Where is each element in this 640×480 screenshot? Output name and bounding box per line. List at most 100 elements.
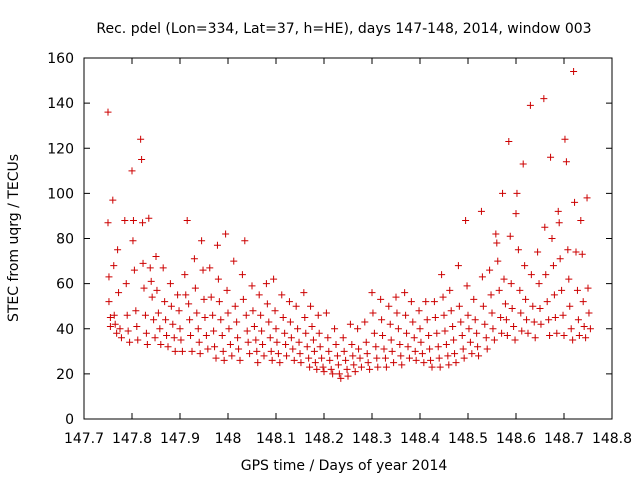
data-point (497, 313, 505, 321)
data-point (255, 291, 263, 299)
data-point (268, 356, 276, 364)
data-point (479, 302, 487, 310)
data-point (259, 341, 267, 349)
data-point (585, 309, 593, 317)
data-point (412, 356, 420, 364)
data-point (410, 334, 418, 342)
data-point (349, 352, 357, 360)
y-tick-labels: 0 20 40 60 80 100 120 140 160 (47, 51, 74, 428)
data-point (423, 316, 431, 324)
data-point (420, 359, 428, 367)
data-point (162, 316, 170, 324)
x-tick-label: 148 (215, 431, 242, 447)
data-point (355, 345, 363, 353)
data-point (524, 329, 532, 337)
data-point (388, 347, 396, 355)
data-point (522, 295, 530, 303)
data-point (296, 350, 304, 358)
data-point (444, 352, 452, 360)
data-point (438, 271, 446, 279)
data-point (272, 325, 280, 333)
data-point (248, 282, 256, 290)
data-point (141, 311, 149, 319)
data-point (104, 108, 112, 116)
x-axis-label: GPS time / Days of year 2014 (241, 458, 448, 474)
data-point (551, 313, 559, 321)
data-point (217, 316, 225, 324)
x-tick-label: 147.8 (112, 431, 152, 447)
data-point (573, 286, 581, 294)
data-point (580, 322, 588, 330)
data-point (267, 347, 275, 355)
data-point (403, 329, 411, 337)
data-point (550, 291, 558, 299)
data-point (534, 248, 542, 256)
data-point (547, 153, 555, 161)
data-point (518, 327, 526, 335)
data-point (210, 327, 218, 335)
data-point (130, 266, 138, 274)
data-point (449, 322, 457, 330)
data-point (506, 232, 514, 240)
data-point (124, 327, 132, 335)
data-point (157, 341, 165, 349)
data-point (241, 237, 249, 245)
data-point (211, 343, 219, 351)
data-point (190, 255, 198, 263)
data-point (134, 336, 142, 344)
data-point (181, 271, 189, 279)
data-point (265, 318, 273, 326)
data-point (301, 313, 309, 321)
plot-frame (83, 57, 613, 420)
data-point (148, 293, 156, 301)
data-point (243, 327, 251, 335)
data-point (111, 320, 119, 328)
data-point (305, 354, 313, 362)
data-point (300, 289, 308, 297)
data-point (364, 359, 372, 367)
data-point (220, 356, 228, 364)
data-point (145, 214, 153, 222)
data-point (401, 289, 409, 297)
data-point (559, 311, 567, 319)
data-point (514, 246, 522, 254)
y-tick-label: 140 (47, 96, 74, 112)
data-point (329, 370, 337, 378)
data-point (340, 347, 348, 355)
y-tick-label: 100 (47, 186, 74, 202)
data-point (174, 291, 182, 299)
data-point (110, 311, 118, 319)
data-point (570, 68, 578, 76)
data-point (366, 365, 374, 373)
data-point (380, 345, 388, 353)
data-point (553, 329, 561, 337)
data-point (273, 338, 281, 346)
data-point (106, 313, 114, 321)
data-point (344, 372, 352, 380)
data-point (114, 246, 122, 254)
data-point (302, 329, 310, 337)
data-point (418, 350, 426, 358)
data-point (447, 307, 455, 315)
data-point (543, 298, 551, 306)
data-point (274, 350, 282, 358)
data-point (334, 361, 342, 369)
data-point (106, 322, 114, 330)
data-point (202, 332, 210, 340)
data-point (499, 189, 507, 197)
data-point (407, 298, 415, 306)
data-point (234, 334, 242, 342)
data-point (385, 302, 393, 310)
data-point (579, 298, 587, 306)
data-point (495, 286, 503, 294)
data-point (230, 257, 238, 265)
data-point (194, 325, 202, 333)
data-point (379, 332, 387, 340)
data-point (250, 322, 258, 330)
data-point (558, 286, 566, 294)
data-point (512, 210, 520, 218)
x-tick-label: 148.4 (400, 431, 440, 447)
data-point (460, 354, 468, 362)
y-tick-label: 20 (56, 367, 74, 383)
data-point (222, 230, 230, 238)
